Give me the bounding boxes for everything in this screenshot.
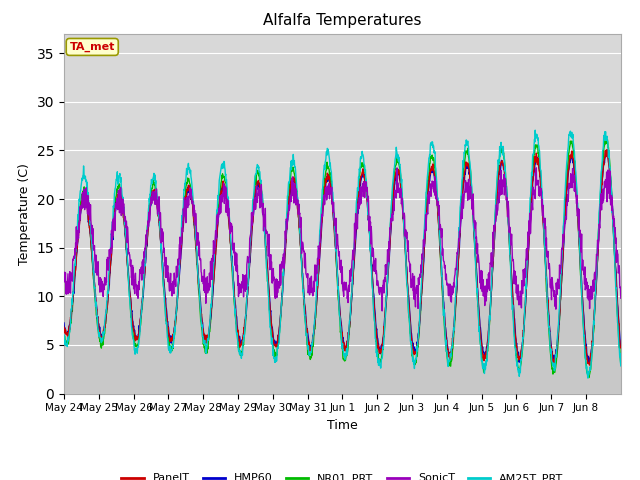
Bar [64,34,621,296]
Legend: PanelT, HMP60, NR01_PRT, SonicT, AM25T_PRT: PanelT, HMP60, NR01_PRT, SonicT, AM25T_P… [117,469,568,480]
Title: Alfalfa Temperatures: Alfalfa Temperatures [263,13,422,28]
X-axis label: Time: Time [327,419,358,432]
Bar [64,296,621,394]
Text: TA_met: TA_met [70,42,115,52]
Y-axis label: Temperature (C): Temperature (C) [18,163,31,264]
